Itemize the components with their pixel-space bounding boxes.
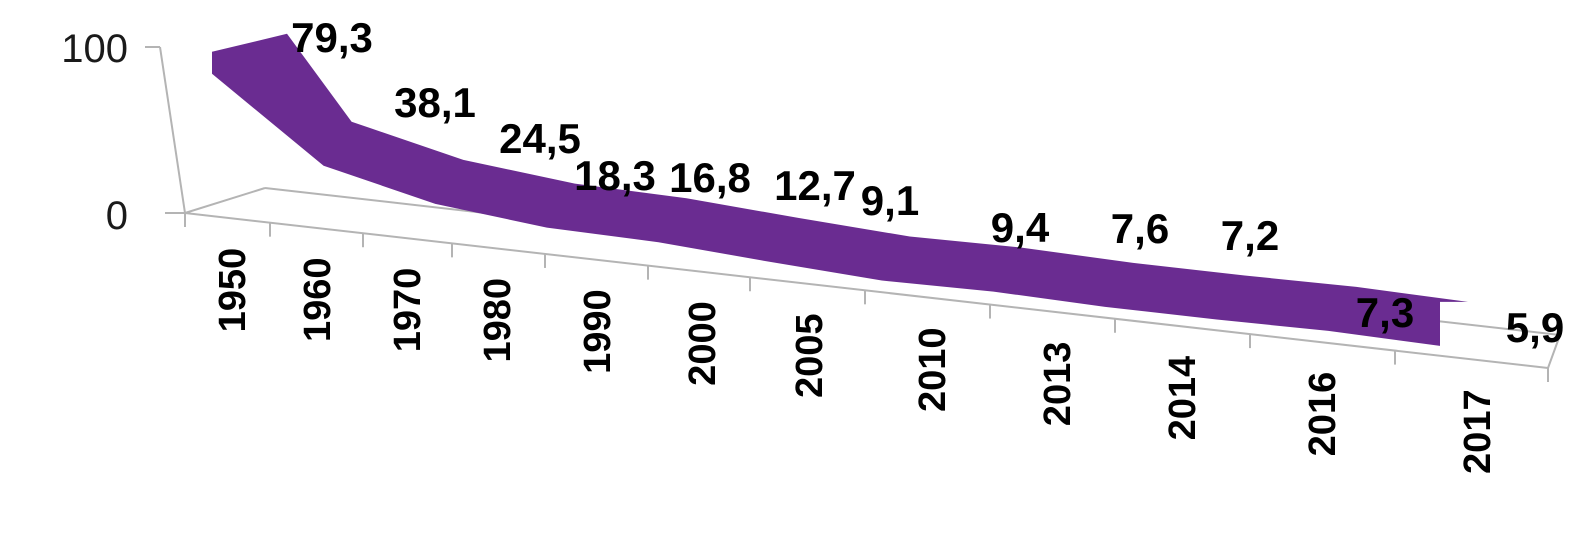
y-axis-line: [159, 46, 186, 214]
x-tick-label-1990: 1990: [577, 289, 619, 374]
x-tick-label-2017: 2017: [1457, 389, 1499, 474]
x-tick-label-1970: 1970: [387, 268, 429, 353]
x-axis-line: [184, 212, 1549, 369]
x-tick-label-2010: 2010: [912, 327, 954, 412]
data-label-1970: 24,5: [499, 115, 581, 162]
data-label-2005: 9,1: [861, 177, 919, 224]
x-tick-label-1960: 1960: [297, 257, 339, 342]
x-tick-label-2016: 2016: [1302, 372, 1344, 457]
data-label-1960: 38,1: [394, 79, 476, 126]
x-tick-label-2014: 2014: [1162, 356, 1204, 441]
x-tick-labels: 1950 1960 1970 1980 1990 2000 2005 2010 2013 2014…: [212, 248, 1499, 474]
series-area-ribbon: [212, 33, 1468, 355]
data-label-2014: 7,2: [1221, 212, 1279, 259]
x-tick-label-2000: 2000: [682, 301, 724, 386]
floor-back-edge: [184, 187, 266, 214]
data-label-1980: 18,3: [574, 152, 656, 199]
data-labels: 79,3 38,1 24,518,3 16,8 12,7 9,1 9,4 7,6 7,2 7,3 5…: [291, 14, 1564, 351]
x-tick-label-2013: 2013: [1037, 342, 1079, 427]
data-label-2017: 5,9: [1506, 304, 1564, 351]
floor-right-edge: [1547, 334, 1561, 369]
x-axis-ticks: [184, 213, 1549, 382]
x-tick-label-1950: 1950: [212, 248, 254, 333]
data-label-2010: 9,4: [991, 204, 1050, 251]
data-label-2000: 12,7: [774, 162, 856, 209]
data-label-1950: 79,3: [291, 14, 373, 61]
y-tick-label-top: 100: [61, 27, 128, 71]
data-label-2016: 7,3: [1356, 289, 1414, 336]
x-tick-label-2005: 2005: [789, 313, 831, 398]
series-ribbon: [212, 33, 1468, 355]
data-label-2013: 7,6: [1111, 205, 1169, 252]
x-tick-label-1980: 1980: [477, 278, 519, 363]
data-label-1990: 16,8: [669, 154, 751, 201]
y-tick-label-bottom: 0: [106, 194, 128, 238]
